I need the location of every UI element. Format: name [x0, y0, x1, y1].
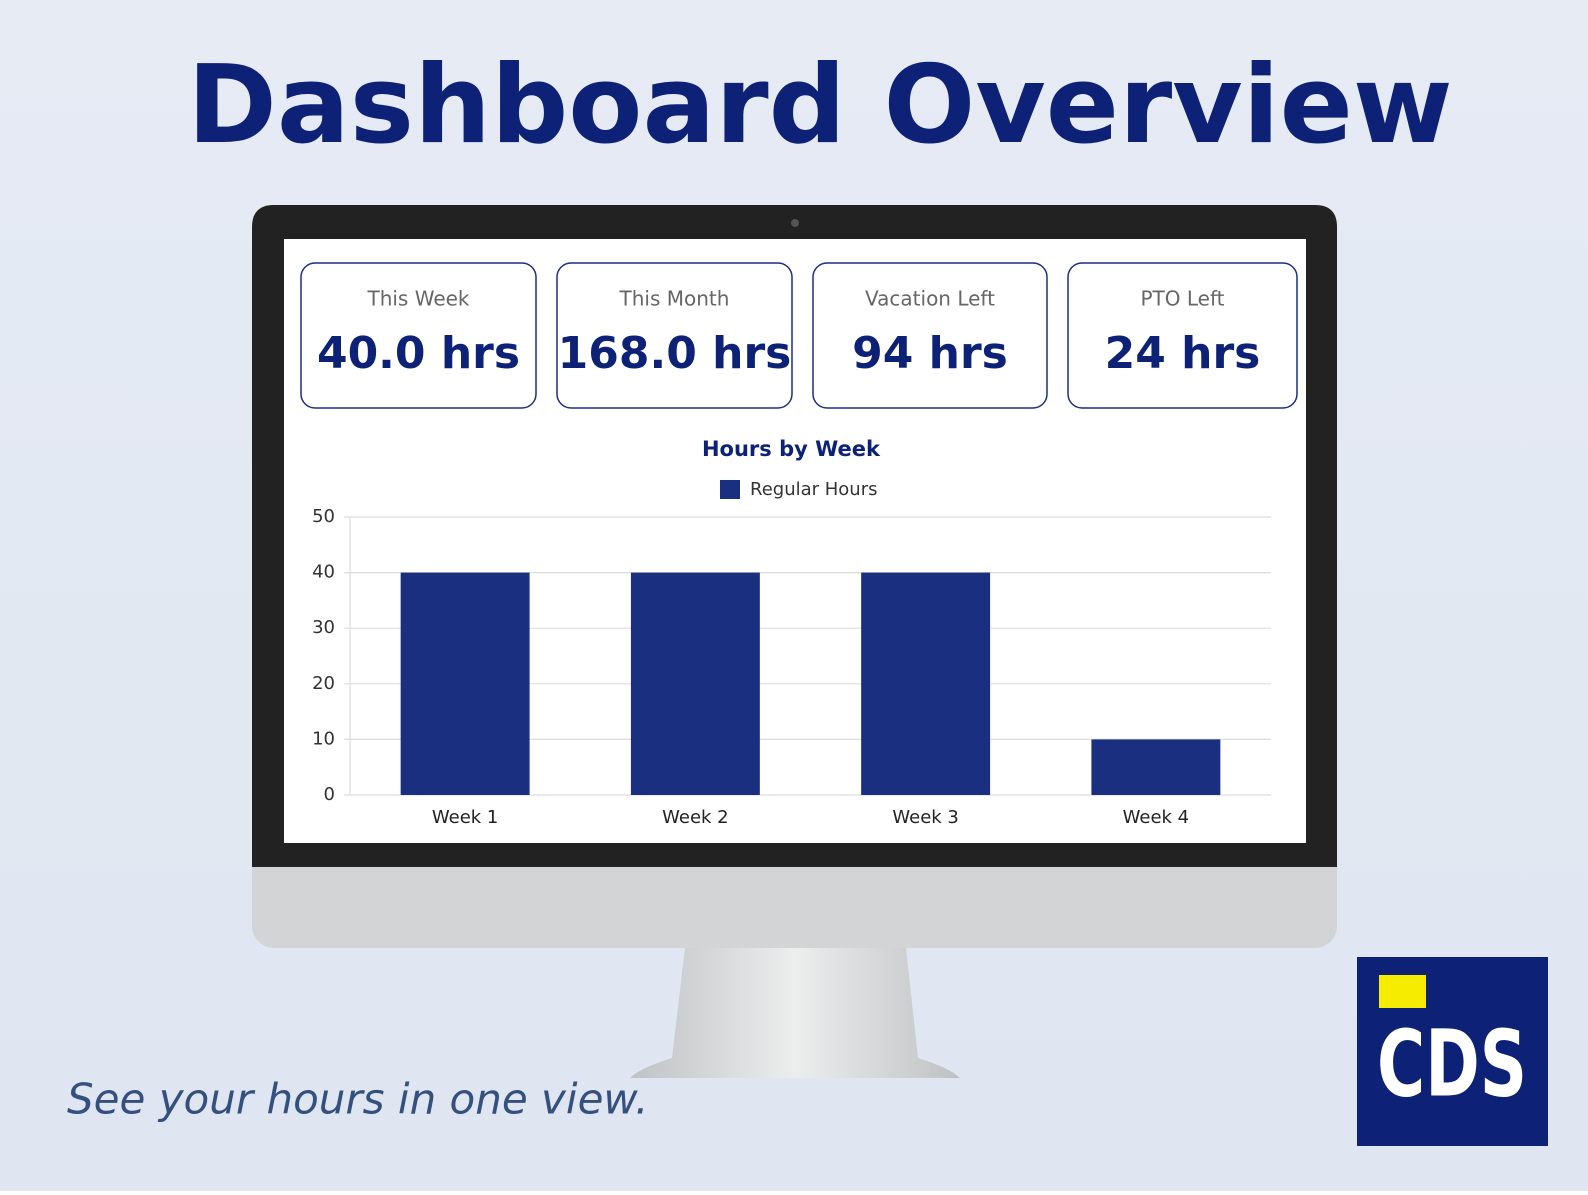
- monitor-stand: [630, 948, 960, 1078]
- stat-card: [556, 262, 793, 409]
- x-tick-label: Week 1: [432, 807, 499, 828]
- page-title: Dashboard Overview: [187, 43, 1452, 168]
- stat-value: 24 hrs: [1105, 328, 1261, 379]
- bar: [1091, 739, 1221, 795]
- x-tick-label: Week 3: [892, 807, 959, 828]
- bar: [861, 572, 991, 795]
- tagline: See your hours in one view.: [67, 1075, 648, 1124]
- stat-label: PTO Left: [1140, 287, 1224, 311]
- legend-label: Regular Hours: [750, 479, 878, 500]
- x-tick-label: Week 4: [1123, 807, 1190, 828]
- y-tick-label: 20: [312, 673, 335, 694]
- stat-card: [812, 262, 1048, 409]
- legend-swatch: [720, 480, 740, 499]
- stat-label: This Month: [619, 287, 730, 311]
- y-tick-label: 30: [312, 617, 335, 638]
- stat-value: 40.0 hrs: [317, 328, 520, 379]
- stat-value: 94 hrs: [852, 328, 1008, 379]
- camera: [791, 219, 799, 227]
- y-tick-label: 40: [312, 562, 335, 583]
- stat-label: Vacation Left: [865, 287, 995, 311]
- stat-value: 168.0 hrs: [558, 328, 792, 379]
- stat-label: This Week: [366, 287, 469, 311]
- y-tick-label: 50: [312, 506, 335, 527]
- logo-accent: [1379, 975, 1426, 1008]
- stat-card: [300, 262, 537, 409]
- y-tick-label: 10: [312, 728, 335, 749]
- bar: [630, 572, 760, 795]
- x-tick-label: Week 2: [662, 807, 729, 828]
- stat-card: [1067, 262, 1298, 409]
- logo-text: CDS: [1377, 1010, 1527, 1117]
- chart-title: Hours by Week: [702, 437, 881, 461]
- bar: [400, 572, 530, 795]
- y-tick-label: 0: [324, 784, 335, 805]
